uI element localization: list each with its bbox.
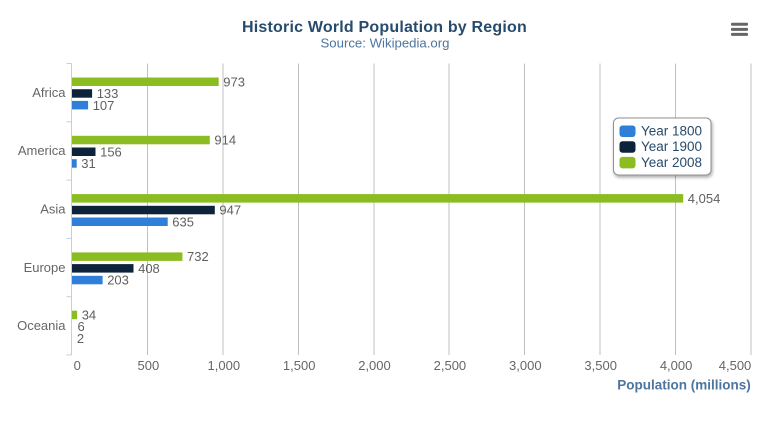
svg-text:Population (millions): Population (millions) [617,378,751,393]
svg-text:156: 156 [100,144,122,159]
svg-text:133: 133 [97,86,119,101]
svg-text:635: 635 [172,214,194,229]
svg-text:1,000: 1,000 [208,358,241,373]
svg-text:4,054: 4,054 [688,191,721,206]
svg-text:947: 947 [219,203,241,218]
svg-text:2: 2 [77,331,84,346]
svg-text:0: 0 [74,358,81,373]
svg-text:1,500: 1,500 [283,358,316,373]
svg-text:107: 107 [93,98,115,113]
svg-text:2,000: 2,000 [358,358,391,373]
svg-text:500: 500 [138,358,160,373]
svg-text:2,500: 2,500 [434,358,467,373]
svg-text:America: America [18,143,66,158]
svg-text:732: 732 [187,249,209,264]
svg-text:203: 203 [107,273,129,288]
svg-text:31: 31 [81,156,95,171]
svg-text:Asia: Asia [40,202,66,217]
svg-text:914: 914 [214,133,236,148]
svg-text:34: 34 [82,308,96,323]
svg-text:3,000: 3,000 [509,358,542,373]
svg-text:4,000: 4,000 [660,358,693,373]
svg-text:Africa: Africa [32,85,66,100]
svg-text:408: 408 [138,261,160,276]
svg-text:Source: Wikipedia.org: Source: Wikipedia.org [320,36,449,51]
svg-text:Oceania: Oceania [17,318,66,333]
svg-text:Year 1800: Year 1800 [641,124,702,139]
svg-text:Europe: Europe [24,260,66,275]
svg-text:6: 6 [78,319,85,334]
svg-text:Historic World Population by R: Historic World Population by Region [242,19,527,36]
svg-text:Year 1900: Year 1900 [641,139,702,154]
svg-text:4,500: 4,500 [719,358,752,373]
svg-text:3,500: 3,500 [584,358,617,373]
svg-text:973: 973 [223,74,245,89]
svg-text:Year 2008: Year 2008 [641,155,702,170]
